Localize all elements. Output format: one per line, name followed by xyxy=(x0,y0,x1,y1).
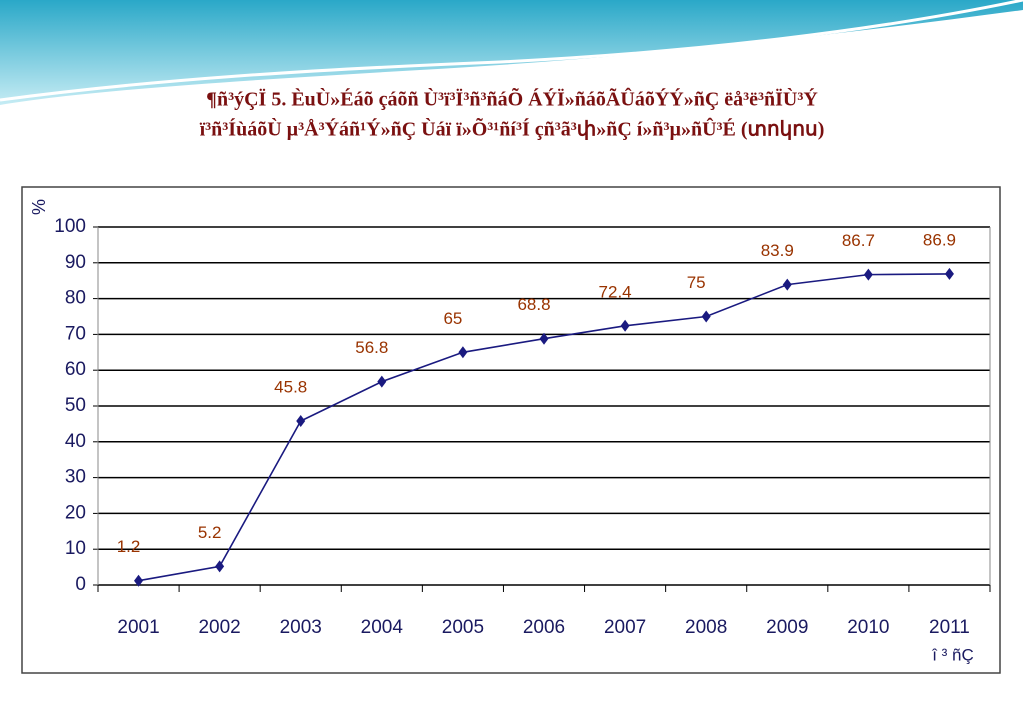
data-label: 68.8 xyxy=(517,295,550,314)
y-tick-label: 20 xyxy=(65,502,86,523)
header-wave xyxy=(0,0,1023,105)
x-tick-label: 2003 xyxy=(280,617,322,638)
data-point xyxy=(296,415,306,428)
y-tick-label: 50 xyxy=(65,395,86,416)
data-label: 83.9 xyxy=(761,241,794,260)
data-label: 86.7 xyxy=(842,231,875,250)
data-point xyxy=(215,560,225,573)
data-point xyxy=(134,574,144,587)
x-tick-label: 2008 xyxy=(685,617,727,638)
data-label: 5.2 xyxy=(198,523,222,542)
y-tick-label: 30 xyxy=(65,467,86,488)
data-label: 72.4 xyxy=(599,282,632,301)
data-point xyxy=(377,375,387,388)
data-point xyxy=(539,332,549,345)
data-label: 56.8 xyxy=(355,338,388,357)
data-point xyxy=(782,278,792,291)
data-point xyxy=(458,346,468,359)
y-tick-label: 70 xyxy=(65,323,86,344)
x-tick-label: 2002 xyxy=(198,617,240,638)
x-tick-label: 2010 xyxy=(847,617,889,638)
chart-frame xyxy=(21,186,1001,674)
data-point xyxy=(944,267,954,280)
y-tick-label: 80 xyxy=(65,288,86,309)
data-point xyxy=(620,319,630,332)
y-axis-label: % xyxy=(29,199,49,215)
x-tick-label: 2005 xyxy=(442,617,484,638)
data-label: 45.8 xyxy=(274,378,307,397)
y-tick-label: 90 xyxy=(65,252,86,273)
x-axis-label: î ³ ñÇ xyxy=(931,645,974,664)
x-tick-label: 2004 xyxy=(361,617,404,638)
wave-line xyxy=(0,0,1023,102)
plot: 0 10 20 30 40 50 60 70 80 90 100 2001 2002 2003 2004 20… xyxy=(54,216,991,638)
chart-title: ¶ñ³ýÇÏ 5. ÈuÙ»Éáõ çáõñ Ù³ï³Ï³ñ³ñáÕ ÁÝÏ»ñ… xyxy=(206,87,818,111)
x-tick-label: 2007 xyxy=(604,617,646,638)
data-point xyxy=(701,310,711,323)
data-label: 75 xyxy=(687,273,706,292)
data-point xyxy=(863,268,873,281)
data-label: 1.2 xyxy=(117,537,141,556)
y-tick-label: 100 xyxy=(54,216,86,237)
y-tick-label: 10 xyxy=(65,538,86,559)
data-label: 65 xyxy=(443,309,462,328)
x-tick-label: 2009 xyxy=(766,617,808,638)
data-label: 86.9 xyxy=(923,230,956,249)
x-tick-label: 2006 xyxy=(523,617,565,638)
y-tick-label: 0 xyxy=(75,574,86,595)
chart-title: ï³ñ³ÍùáõÙ µ³Å³Ýáñ¹Ý»ñÇ Ùáï ï»Õ³¹ñí³Í çñ³… xyxy=(200,117,825,141)
x-tick-label: 2011 xyxy=(929,617,970,638)
x-tick-label: 2001 xyxy=(117,617,159,638)
y-tick-label: 40 xyxy=(65,431,86,452)
y-tick-label: 60 xyxy=(65,359,86,380)
